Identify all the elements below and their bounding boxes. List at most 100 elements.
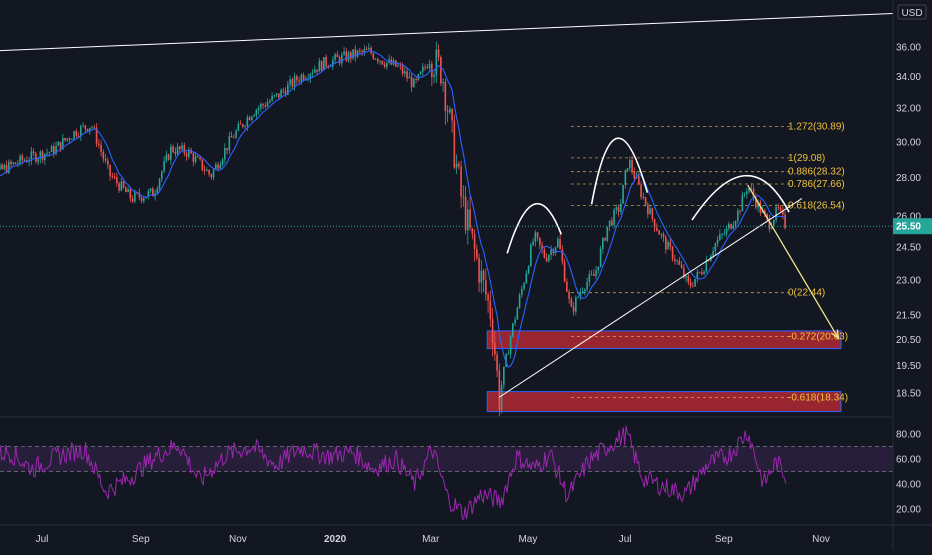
candle-body	[743, 194, 746, 195]
time-axis[interactable]: Jul Sep Nov 2020 Mar May Jul Sep Nov	[36, 534, 830, 545]
candle-body	[289, 79, 291, 85]
candle-body	[494, 343, 496, 355]
candle-body	[563, 261, 566, 282]
price-axis[interactable]: 18.50 19.50 20.50 21.50 23.00 24.50 26.00 28.00…	[896, 43, 921, 400]
candle-body	[41, 151, 44, 160]
candle-body	[5, 165, 8, 173]
candle-body	[287, 84, 289, 95]
candle-body	[253, 115, 255, 117]
price-tick-label: 34.00	[896, 72, 921, 83]
candle-body	[577, 296, 579, 298]
candle-body	[62, 138, 64, 150]
candle-body	[534, 232, 537, 242]
candle-body	[365, 49, 368, 51]
candle-body	[548, 254, 550, 262]
candle-body	[653, 218, 656, 228]
currency-label: USD	[901, 8, 922, 19]
candle-body	[752, 188, 755, 198]
candle-body	[368, 47, 370, 50]
candle-body	[734, 221, 737, 226]
candle-body	[770, 225, 773, 229]
current-price-value: 25.50	[896, 222, 921, 233]
currency-badge[interactable]	[897, 4, 927, 20]
candle-body	[107, 160, 109, 165]
candle-body	[341, 54, 343, 64]
support-zone[interactable]	[486, 391, 842, 413]
candle-body	[482, 270, 485, 280]
time-tick-label: Jul	[36, 534, 49, 545]
candle-body	[233, 137, 235, 139]
candle-body	[98, 143, 100, 146]
candle-body	[143, 198, 145, 201]
candle-body	[309, 73, 312, 79]
left-shoulder-arc[interactable]	[506, 202, 563, 254]
candle-body	[608, 220, 611, 227]
candle-body	[269, 100, 271, 103]
candle-body	[102, 151, 105, 159]
candle-body	[134, 192, 136, 202]
time-tick-label: Sep	[715, 534, 733, 545]
candle-body	[127, 189, 129, 193]
candle-body	[64, 138, 66, 141]
candle-body	[674, 259, 676, 262]
price-tick-label: 20.50	[896, 335, 921, 346]
candle-body	[554, 247, 557, 254]
candle-body	[680, 264, 683, 268]
candle-body	[179, 146, 181, 150]
candle-body	[437, 49, 440, 58]
candle-body	[431, 63, 433, 77]
candle-body	[509, 336, 512, 354]
right-shoulder-arc[interactable]	[691, 174, 790, 221]
candle-body	[55, 145, 57, 155]
candle-body	[298, 80, 300, 82]
candle-body	[662, 234, 665, 238]
projection-arrow[interactable]	[747, 184, 840, 339]
candle-body	[741, 194, 744, 212]
time-tick-label: Nov	[812, 534, 830, 545]
rsi-tick-label: 60.00	[896, 455, 921, 466]
candle-body	[203, 169, 206, 171]
candle-body	[311, 72, 314, 74]
candle-body	[91, 127, 93, 129]
candle-body	[784, 214, 786, 229]
rsi-line	[0, 425, 787, 520]
candle-body	[602, 238, 604, 250]
candle-body	[66, 138, 69, 141]
candle-body	[687, 275, 690, 283]
candle-body	[363, 49, 366, 53]
head-arc[interactable]	[590, 137, 649, 205]
candle-body	[174, 151, 177, 154]
resistance-trendline[interactable]	[0, 12, 894, 52]
candle-body	[471, 228, 474, 235]
candle-body	[138, 192, 141, 198]
candle-body	[500, 385, 503, 410]
support-zone[interactable]	[486, 330, 842, 350]
candle-body	[516, 307, 519, 320]
candle-body	[462, 196, 465, 198]
candle-body	[192, 153, 195, 162]
candle-body	[95, 127, 98, 144]
candle-body	[624, 170, 627, 185]
fib-level-label: 0.886(28.32)	[788, 167, 845, 178]
candle-body	[617, 207, 620, 212]
candle-body	[748, 188, 750, 192]
rsi-axis[interactable]: 80.00 60.00 40.00 20.00	[896, 430, 921, 516]
candle-body	[545, 257, 548, 262]
candle-body	[165, 154, 168, 161]
support-trendline[interactable]	[498, 198, 803, 398]
candle-body	[208, 170, 210, 175]
candle-body	[629, 160, 631, 168]
candle-body	[572, 306, 575, 312]
candle-body	[566, 281, 568, 292]
candle-body	[644, 197, 647, 205]
candle-body	[296, 76, 298, 81]
candle-body	[689, 282, 692, 287]
candle-body	[620, 203, 622, 212]
fib-level-label: 1.272(30.89)	[788, 122, 845, 133]
candle-body	[21, 155, 24, 161]
candle-body	[422, 66, 424, 72]
rsi-tick-label: 20.00	[896, 505, 921, 516]
candle-body	[649, 208, 651, 215]
